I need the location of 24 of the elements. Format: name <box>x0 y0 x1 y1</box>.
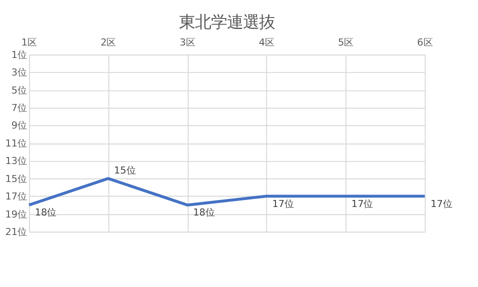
y-tick-label: 5位 <box>11 84 28 96</box>
y-tick-label: 11位 <box>5 137 28 150</box>
y-tick-label: 9位 <box>11 120 28 132</box>
y-tick-label: 1位 <box>11 48 28 61</box>
data-label: 18位 <box>34 206 58 219</box>
x-tick-label: 6区 <box>417 37 434 48</box>
x-tick-label: 1区 <box>21 37 38 48</box>
x-tick-label: 3区 <box>180 37 196 48</box>
x-tick-label: 2区 <box>100 37 117 48</box>
data-label: 17位 <box>272 198 295 210</box>
data-label: 15位 <box>114 164 136 177</box>
x-tick-label: 4区 <box>258 37 276 48</box>
y-tick-label: 13位 <box>5 155 28 168</box>
y-tick-label: 15位 <box>5 172 28 185</box>
data-label: 17位 <box>430 198 453 210</box>
y-tick-label: 3位 <box>11 66 28 79</box>
chart-title: 東北学連選抜 <box>178 12 275 32</box>
y-tick-label: 21位 <box>5 226 28 238</box>
y-tick-label: 19位 <box>5 208 28 220</box>
y-tick-label: 7位 <box>11 102 28 114</box>
data-label: 18位 <box>193 206 216 219</box>
y-tick-label: 17位 <box>5 190 28 203</box>
data-label: 17位 <box>351 198 374 210</box>
x-tick-label: 5区 <box>338 37 354 48</box>
